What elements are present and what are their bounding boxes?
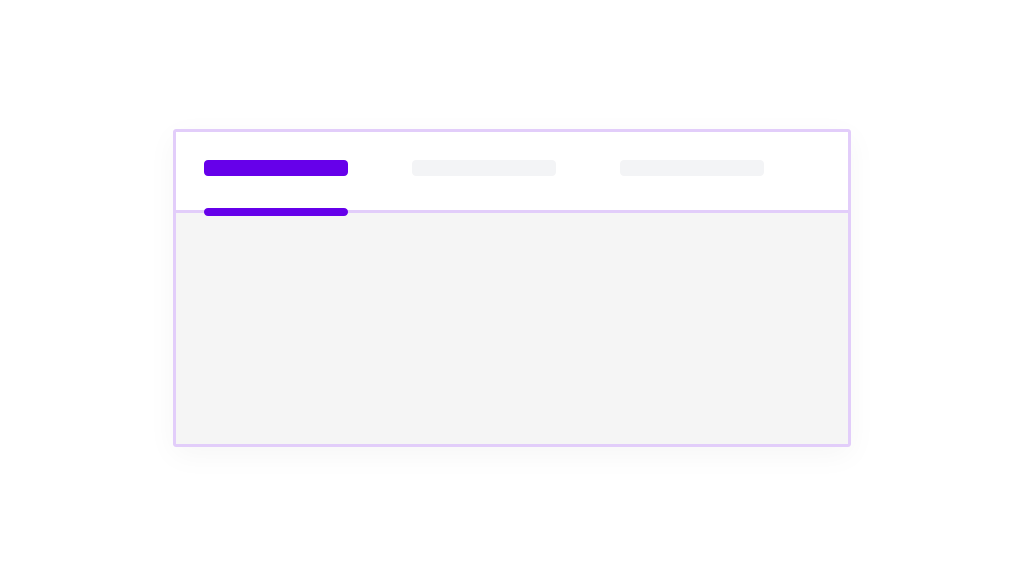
tab-bar: [176, 132, 848, 213]
tab-3[interactable]: [620, 160, 764, 176]
tab-2[interactable]: [412, 160, 556, 176]
tab-1[interactable]: [204, 160, 348, 176]
tabs-component: [173, 129, 851, 447]
tab-panel: [176, 213, 848, 444]
active-tab-indicator: [204, 208, 348, 216]
